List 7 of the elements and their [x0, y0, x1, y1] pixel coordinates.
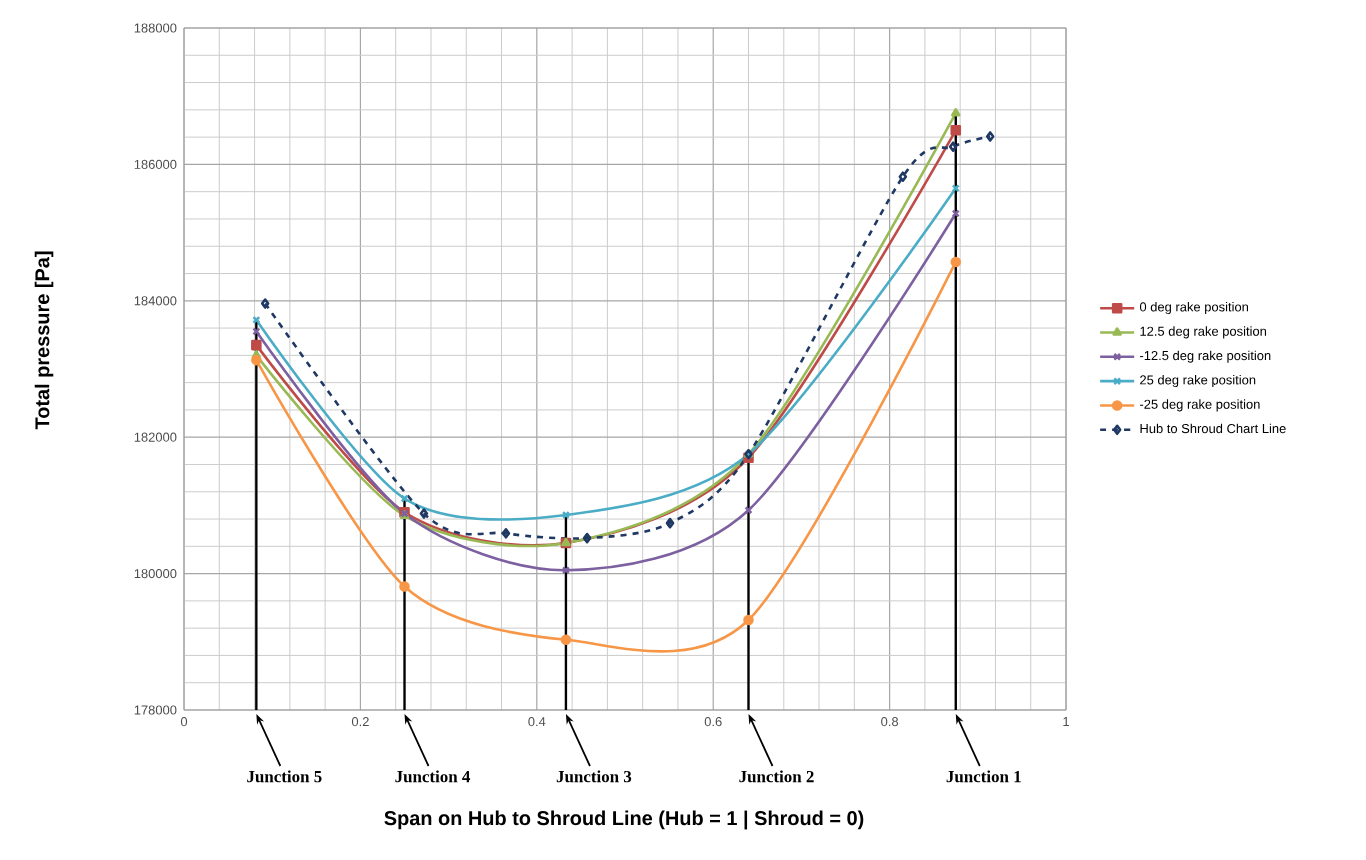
ref-line-label: Junction 1 — [946, 770, 1021, 783]
ref-line-label: Junction 4 — [395, 770, 471, 783]
ref-line-label: Junction 5 — [247, 770, 322, 783]
y-axis-title: Total pressure [Pa] — [34, 251, 54, 430]
x-axis-title: Span on Hub to Shroud Line (Hub = 1 | Shroud = 0) — [384, 810, 864, 830]
ref-line-label: Junction 2 — [739, 770, 814, 783]
ref-line-label: Junction 3 — [556, 770, 632, 783]
